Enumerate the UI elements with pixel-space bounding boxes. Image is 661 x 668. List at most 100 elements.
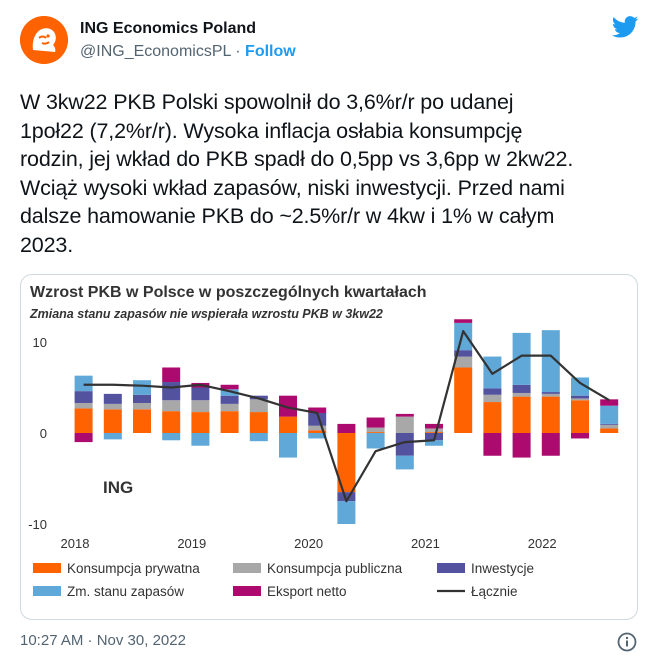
twitter-bird-icon[interactable] — [612, 16, 639, 38]
y-tick-label: -10 — [28, 517, 47, 532]
bar-segment — [483, 394, 502, 403]
bar-segment — [279, 433, 297, 458]
bar-segment — [395, 433, 414, 456]
bar-segment — [454, 367, 473, 433]
bar-segment — [249, 433, 268, 442]
bar-segment — [133, 394, 151, 403]
bar-segment — [191, 433, 210, 446]
tweet-text: W 3kw22 PKB Polski spowolnił do 3,6%r/r … — [20, 88, 643, 259]
legend-label: Zm. stanu zapasów — [67, 584, 184, 599]
tweet-header: ING Economics Poland @ING_EconomicsPL · … — [20, 14, 643, 66]
bar-segment — [220, 411, 239, 433]
bar-segment — [541, 433, 560, 456]
bar-segment — [600, 423, 619, 425]
bar-segment — [454, 319, 473, 323]
bar-segment — [308, 425, 327, 431]
bar-segment — [512, 332, 531, 385]
bar-segment — [571, 395, 589, 399]
legend-label: Inwestycje — [471, 561, 534, 576]
legend-label: Konsumpcja publiczna — [267, 561, 403, 576]
bar-segment — [249, 412, 268, 433]
bar-segment — [74, 391, 93, 403]
ing-lion-logo — [20, 16, 68, 64]
gdp-chart: Wzrost PKB w Polsce w poszczególnych kwa… — [28, 284, 619, 599]
chart-subtitle: Zmiana stanu zapasów nie wspierała wzros… — [29, 307, 383, 321]
bar-segment — [308, 433, 327, 439]
separator-dot: · — [235, 42, 241, 60]
display-name[interactable]: ING Economics Poland — [80, 19, 257, 37]
total-line — [83, 329, 610, 503]
bar-segment — [162, 367, 181, 383]
avatar[interactable] — [20, 16, 68, 64]
bar-segment — [571, 398, 589, 401]
bar-segment — [162, 433, 181, 441]
bar-segment — [337, 433, 356, 493]
bar-segment — [103, 433, 122, 440]
bar-segment — [454, 322, 473, 351]
bar-segment — [366, 433, 385, 449]
bar-segment — [191, 387, 210, 401]
x-tick-label: 2022 — [528, 536, 557, 551]
bar-segment — [337, 501, 356, 524]
bar-segment — [133, 409, 151, 433]
legend-swatch — [33, 586, 61, 596]
bar-segment — [425, 440, 443, 446]
bar-segment — [133, 402, 151, 410]
bar-segment — [541, 392, 560, 394]
follow-button[interactable]: Follow — [245, 42, 296, 60]
timestamp[interactable]: 10:27 AM · Nov 30, 2022 — [20, 632, 186, 649]
bar-segment — [103, 403, 122, 410]
bar-segment — [103, 409, 122, 433]
info-icon[interactable] — [617, 632, 637, 652]
bar-segment — [74, 433, 93, 443]
bar-segment — [425, 432, 443, 433]
legend-label: Konsumpcja prywatna — [67, 561, 200, 576]
bar-segment — [600, 424, 619, 429]
bar-segment — [512, 433, 531, 458]
chart-image[interactable]: Wzrost PKB w Polsce w poszczególnych kwa… — [20, 274, 638, 620]
bar-segment — [454, 350, 473, 357]
bar-segment — [366, 432, 385, 433]
bar-segment — [133, 380, 151, 395]
bar-segment — [483, 402, 502, 433]
x-tick-label: 2021 — [411, 536, 440, 551]
bar-segment — [279, 416, 297, 433]
bar-segment — [395, 416, 414, 433]
bar-segment — [541, 393, 560, 397]
bar-segment — [483, 433, 502, 456]
bar-segment — [308, 430, 327, 433]
handle-line: @ING_EconomicsPL · Follow — [80, 42, 296, 62]
bar-segment — [571, 400, 589, 433]
account-names: ING Economics Poland @ING_EconomicsPL · … — [80, 19, 296, 62]
bar-segment — [395, 413, 414, 417]
tweet-line: W 3kw22 PKB Polski spowolnił do 3,6%r/r … — [20, 90, 514, 114]
bar-segment — [395, 455, 414, 470]
bar-segment — [600, 399, 619, 406]
bar-segment — [512, 384, 531, 393]
bar-segment — [74, 402, 93, 409]
bar-segment — [308, 412, 327, 426]
legend-label: Łącznie — [471, 584, 518, 599]
bar-segment — [220, 403, 239, 412]
handle[interactable]: @ING_EconomicsPL — [80, 42, 231, 60]
tweet-line: 2023. — [20, 232, 74, 257]
bar-segment — [454, 356, 473, 368]
bar-segment — [249, 399, 268, 413]
tweet-line: rodzin, jej wkład do PKB spadł do 0,5pp … — [20, 147, 574, 171]
legend-swatch — [233, 586, 261, 596]
legend-swatch — [437, 563, 465, 573]
bar-segment — [600, 405, 619, 424]
bar-segment — [512, 396, 531, 433]
bar-segment — [74, 408, 93, 433]
bar-segment — [220, 384, 239, 390]
tweet-line: Wciąż wysoki wkład zapasów, niski inwest… — [20, 175, 565, 200]
x-tick-label: 2020 — [294, 536, 323, 551]
bar-segment — [571, 377, 589, 396]
bar-segment — [279, 395, 297, 417]
bar-segment — [337, 492, 356, 502]
bar-segment — [425, 423, 443, 429]
chart-watermark: ING — [103, 478, 133, 497]
tweet-line: 1poł22 (7,2%r/r). Wysoka inflacja osłabi… — [20, 118, 523, 143]
bar-segment — [483, 388, 502, 395]
